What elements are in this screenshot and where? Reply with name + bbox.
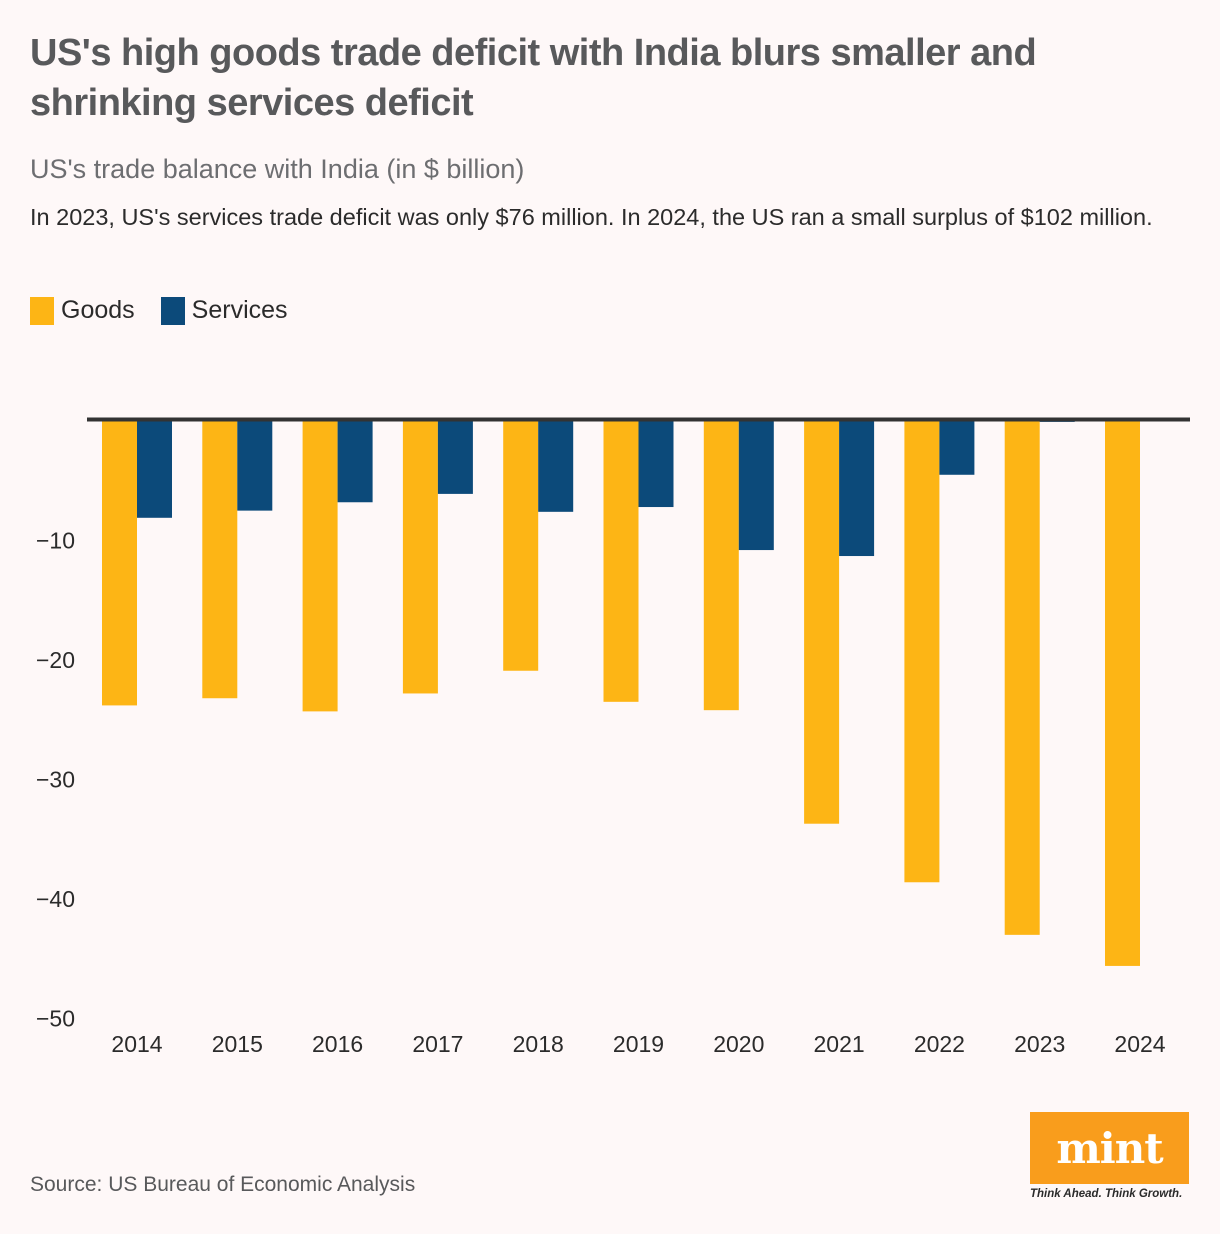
- bar-goods-2020: [703, 421, 739, 711]
- y-tick-label: −50: [36, 1006, 75, 1032]
- x-tick-label: 2021: [814, 1031, 865, 1057]
- legend-item-services: Services: [160, 296, 288, 325]
- bar-goods-2018: [503, 421, 539, 671]
- bar-goods-2022: [904, 421, 940, 883]
- source-note: Source: US Bureau of Economic Analysis: [30, 1173, 416, 1196]
- y-tick-label: −30: [36, 767, 75, 793]
- bar-goods-2014: [102, 421, 137, 706]
- x-tick-label: 2019: [613, 1031, 664, 1057]
- x-tick-label: 2022: [914, 1031, 965, 1057]
- legend-label-services: Services: [191, 296, 288, 324]
- bar-goods-2021: [804, 421, 840, 824]
- bar-goods-2015: [202, 421, 238, 699]
- mint-logo: mint: [1030, 1112, 1189, 1184]
- bar-services-2019: [638, 421, 674, 508]
- legend-label-goods: Goods: [61, 296, 135, 324]
- y-tick-label: −40: [36, 886, 75, 912]
- logo-text: mint: [1056, 1123, 1163, 1173]
- legend: Goods Services: [30, 296, 314, 325]
- bar-goods-2019: [603, 421, 639, 702]
- bar-services-2022: [939, 421, 975, 475]
- legend-swatch-services: [160, 296, 185, 325]
- bar-services-2014: [137, 421, 172, 518]
- bar-goods-2023: [1004, 421, 1040, 935]
- chart-title: US's high goods trade deficit with India…: [30, 32, 1037, 124]
- y-axis-ticks: −10 −20 −30 −40 −50: [36, 528, 75, 1032]
- bar-services-2017: [437, 421, 473, 494]
- x-tick-label: 2015: [212, 1031, 263, 1057]
- bar-goods-2024: [1105, 421, 1140, 966]
- x-tick-label: 2020: [713, 1031, 764, 1057]
- y-tick-label: −10: [36, 528, 75, 554]
- x-tick-label: 2023: [1014, 1031, 1065, 1057]
- logo-tagline: Think Ahead. Think Growth.: [1030, 1188, 1183, 1200]
- legend-item-goods: Goods: [30, 296, 135, 325]
- x-tick-label: 2016: [312, 1031, 363, 1057]
- x-tick-label: 2018: [513, 1031, 564, 1057]
- x-tick-label: 2017: [412, 1031, 463, 1057]
- y-tick-label: −20: [36, 647, 75, 673]
- legend-swatch-goods: [30, 296, 54, 325]
- chart-note: In 2023, US's services trade deficit was…: [30, 204, 1153, 230]
- bar-services-2015: [237, 421, 273, 511]
- bars-group: [102, 419, 1175, 966]
- bar-goods-2017: [402, 421, 438, 694]
- bar-services-2016: [337, 421, 373, 503]
- x-tick-label: 2014: [111, 1031, 162, 1057]
- bar-services-2020: [738, 421, 774, 551]
- bar-goods-2016: [302, 421, 338, 712]
- x-tick-label: 2024: [1114, 1031, 1165, 1057]
- bar-services-2018: [538, 421, 574, 512]
- x-axis-ticks: 2014 2015 2016 2017 2018 2019 2020 2021 2022 2023…: [111, 1031, 1165, 1057]
- bar-services-2021: [839, 421, 875, 557]
- chart-subtitle: US's trade balance with India (in $ bill…: [30, 154, 525, 184]
